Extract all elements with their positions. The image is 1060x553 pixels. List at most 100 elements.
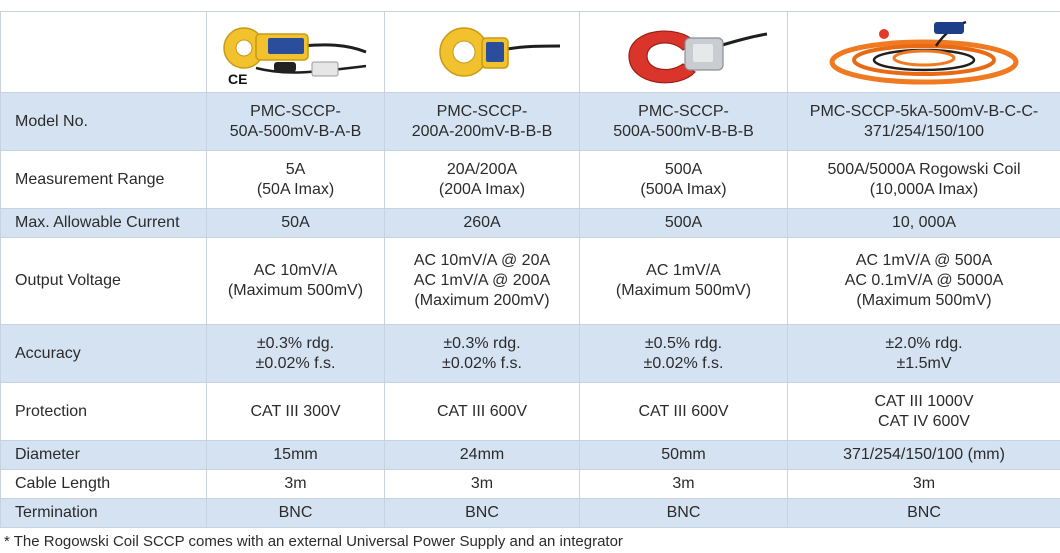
cell-line: (Maximum 500mV) <box>856 292 992 309</box>
table-cell: 5A (50A Imax) <box>206 150 385 209</box>
table-row: Cable Length 3m 3m 3m 3m <box>0 469 1060 499</box>
row-label: Model No. <box>0 92 207 151</box>
table-cell: 15mm <box>206 440 385 470</box>
cell-line: AC 0.1mV/A @ 5000A <box>844 272 1004 289</box>
cell-line: AC 1mV/A @ 500A <box>855 252 993 269</box>
table-cell: 500A (500A Imax) <box>579 150 788 209</box>
ce-mark-text: CE <box>228 71 247 87</box>
table-cell: 371/254/150/100 (mm) <box>787 440 1060 470</box>
table-row: Max. Allowable Current 50A 260A 500A 10, 000… <box>0 208 1060 238</box>
table-cell: BNC <box>206 498 385 528</box>
cell-line: BNC <box>907 504 941 521</box>
cell-line: 500A/5000A Rogowski Coil <box>827 160 1021 178</box>
cell-line: (Maximum 200mV) <box>414 292 550 309</box>
table-cell: CAT III 600V <box>384 382 580 441</box>
table-cell: PMC-SCCP- 500A-500mV-B-B-B <box>579 92 788 151</box>
cell-line: PMC-SCCP- <box>250 102 341 120</box>
cell-line: CAT IV 600V <box>878 412 970 430</box>
cell-line: 50A-500mV-B-A-B <box>229 122 362 140</box>
cell-line: (Maximum 500mV) <box>615 282 752 299</box>
table-cell: ±0.5% rdg. ±0.02% f.s. <box>579 324 788 383</box>
cell-line: (200A Imax) <box>438 180 526 198</box>
rogowski-coil-icon <box>829 20 1019 85</box>
cell-line: (500A Imax) <box>640 180 727 198</box>
cell-line: 24mm <box>459 446 505 463</box>
cell-line: CAT III 1000V <box>874 392 974 410</box>
row-label: Termination <box>0 498 207 528</box>
table-cell: 500A/5000A Rogowski Coil (10,000A Imax) <box>787 150 1060 209</box>
table-cell: 50A <box>206 208 385 238</box>
cell-line: 20A/200A <box>446 160 518 178</box>
product-image-cell <box>787 11 1060 93</box>
table-row: Diameter 15mm 24mm 50mm 371/254/150/100 (mm) <box>0 440 1060 470</box>
cell-line: ±0.02% f.s. <box>255 354 336 372</box>
table-cell: 50mm <box>579 440 788 470</box>
table-cell: 260A <box>384 208 580 238</box>
table-row: Measurement Range 5A (50A Imax) 20A/200A (20… <box>0 150 1060 209</box>
table-cell: BNC <box>787 498 1060 528</box>
table-cell: BNC <box>384 498 580 528</box>
table-cell: ±0.3% rdg. ±0.02% f.s. <box>206 324 385 383</box>
table-cell: AC 10mV/A (Maximum 500mV) <box>206 237 385 325</box>
table-cell: AC 10mV/A @ 20A AC 1mV/A @ 200A (Maximum 2… <box>384 237 580 325</box>
row-label: Accuracy <box>0 324 207 383</box>
table-cell: 3m <box>579 469 788 499</box>
table-cell: 3m <box>384 469 580 499</box>
row-label: Measurement Range <box>0 150 207 209</box>
cell-line: ±0.3% rdg. <box>256 334 335 352</box>
cell-line: BNC <box>666 504 701 521</box>
cell-line: ±0.02% f.s. <box>643 354 724 372</box>
table-cell: 3m <box>206 469 385 499</box>
clamp-50a-icon: CE <box>222 27 367 87</box>
cell-line: AC 1mV/A <box>646 262 721 279</box>
table-cell: CAT III 600V <box>579 382 788 441</box>
cell-line: PMC-SCCP- <box>436 102 528 120</box>
cell-line: 3m <box>912 475 936 492</box>
cell-line: AC 10mV/A <box>253 262 338 279</box>
product-image-cell <box>579 11 788 93</box>
row-label: Diameter <box>0 440 207 470</box>
cell-line: CAT III 600V <box>638 402 729 420</box>
cell-line: 260A <box>463 214 501 231</box>
cell-line: 500A <box>664 214 703 231</box>
cell-line: (50A Imax) <box>256 180 335 198</box>
table-cell: PMC-SCCP- 50A-500mV-B-A-B <box>206 92 385 151</box>
clamp-500a-icon <box>627 30 767 84</box>
cell-line: 10, 000A <box>891 214 957 231</box>
cell-line: 3m <box>284 475 307 492</box>
table-cell: 500A <box>579 208 788 238</box>
table-cell: AC 1mV/A @ 500A AC 0.1mV/A @ 5000A (Maximu… <box>787 237 1060 325</box>
table-cell: 24mm <box>384 440 580 470</box>
cell-line: ±1.5mV <box>896 354 952 372</box>
cell-line: AC 10mV/A @ 20A <box>413 252 551 269</box>
cell-line: CAT III 300V <box>250 402 341 420</box>
row-label: Cable Length <box>0 469 207 499</box>
cell-line: 15mm <box>273 446 318 463</box>
table-cell: 20A/200A (200A Imax) <box>384 150 580 209</box>
cell-line: 371/254/150/100 (mm) <box>843 446 1005 463</box>
cell-line: ±0.02% f.s. <box>442 354 522 372</box>
cell-line: 50mm <box>661 446 706 463</box>
spec-table: CE <box>0 11 1060 528</box>
image-row: CE <box>0 11 1060 93</box>
cell-line: PMC-SCCP- <box>638 102 729 120</box>
cell-line: BNC <box>465 504 499 521</box>
cell-line: BNC <box>278 504 313 521</box>
table-cell: CAT III 1000V CAT IV 600V <box>787 382 1060 441</box>
row-label: Max. Allowable Current <box>0 208 207 238</box>
cell-line: AC 1mV/A @ 200A <box>413 272 551 289</box>
row-label: Protection <box>0 382 207 441</box>
table-cell: ±2.0% rdg. ±1.5mV <box>787 324 1060 383</box>
table-row: Protection CAT III 300V CAT III 600V CAT II… <box>0 382 1060 441</box>
row-label: Output Voltage <box>0 237 207 325</box>
cell-line: ±0.3% rdg. <box>443 334 521 352</box>
cell-line: 3m <box>672 475 695 492</box>
product-image-cell <box>384 11 580 93</box>
cell-line: 500A <box>664 160 703 178</box>
cell-line: ±0.5% rdg. <box>644 334 723 352</box>
cell-line: 50A <box>281 214 310 231</box>
cell-line: 200A-200mV-B-B-B <box>411 122 553 140</box>
cell-line: ±2.0% rdg. <box>885 334 963 352</box>
table-row: Termination BNC BNC BNC BNC <box>0 498 1060 528</box>
footnote: * The Rogowski Coil SCCP comes with an e… <box>4 533 623 550</box>
